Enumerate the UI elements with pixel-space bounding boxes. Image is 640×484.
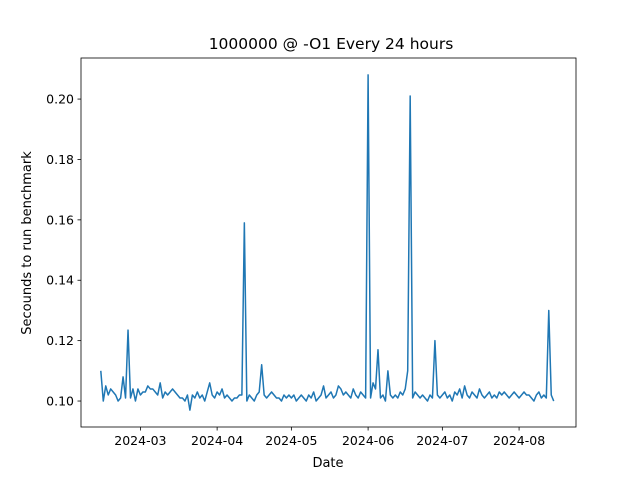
y-tick-label: 0.20 <box>46 92 74 107</box>
x-tick-label: 2024-03 <box>114 433 166 448</box>
x-axis-label: Date <box>312 456 343 471</box>
plot-frame <box>80 57 577 428</box>
y-axis-label: Secounds to run benchmark <box>20 151 35 335</box>
x-tick-label: 2024-04 <box>191 433 243 448</box>
y-tick-label: 0.16 <box>46 212 74 227</box>
y-tick-label: 0.12 <box>46 333 74 348</box>
data-line <box>100 74 555 411</box>
chart-title: 1000000 @ -O1 Every 24 hours <box>209 35 454 53</box>
x-tick-label: 2024-07 <box>416 433 468 448</box>
y-tick-label: 0.18 <box>46 152 74 167</box>
x-tick-label: 2024-06 <box>342 433 394 448</box>
x-tick-label: 2024-05 <box>265 433 317 448</box>
y-tick-label: 0.14 <box>46 273 74 288</box>
y-tick-label: 0.10 <box>46 394 74 409</box>
x-tick-label: 2024-08 <box>493 433 545 448</box>
